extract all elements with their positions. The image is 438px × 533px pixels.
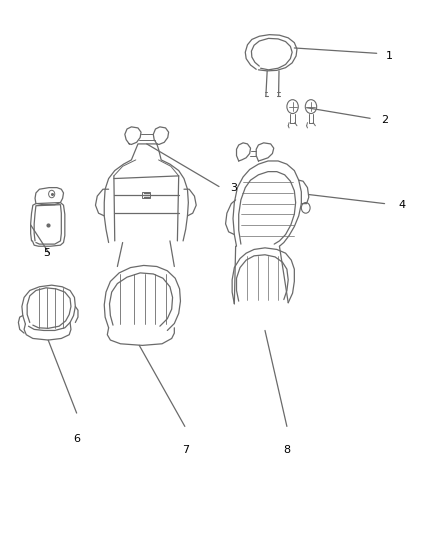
- Text: 1: 1: [385, 51, 392, 61]
- Text: 4: 4: [399, 200, 406, 210]
- Text: 3: 3: [230, 183, 237, 192]
- Text: 5: 5: [43, 248, 50, 258]
- Bar: [142, 192, 150, 198]
- Text: 6: 6: [73, 434, 80, 445]
- Text: 7: 7: [183, 445, 190, 455]
- Text: 8: 8: [283, 445, 290, 455]
- Text: 2: 2: [381, 115, 388, 125]
